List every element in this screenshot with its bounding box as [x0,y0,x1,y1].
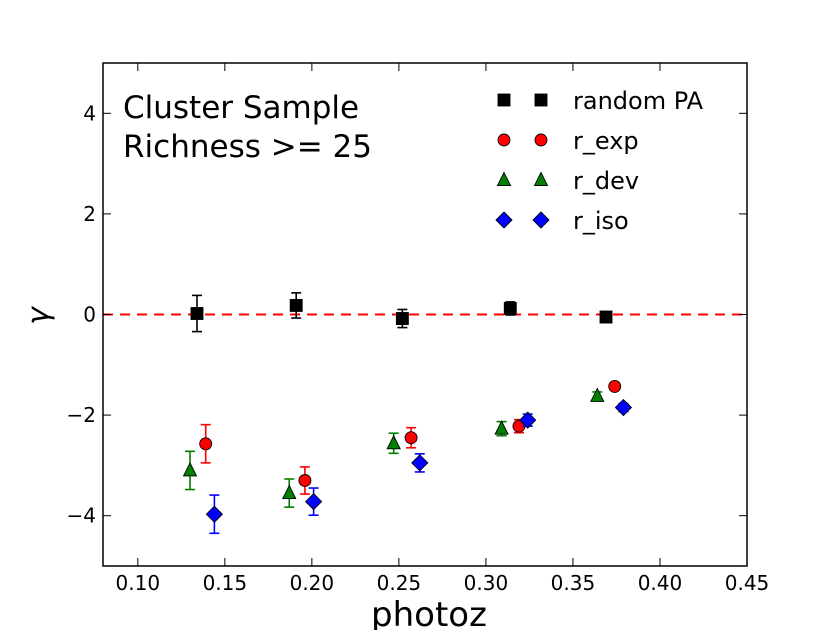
x-axis-title: photoz [371,595,487,630]
annotation-line-2: Richness >= 25 [123,129,372,165]
annotation-line-1: Cluster Sample [123,90,359,126]
data-point [205,505,224,523]
legend-marker [495,211,513,229]
data-point [411,454,429,472]
x-tick-label: 0.15 [203,571,248,595]
data-point [386,434,401,450]
data-point [519,411,537,429]
data-point [599,310,613,324]
y-tick-label: −4 [67,504,96,528]
legend-marker [534,133,548,147]
legend-marker [496,171,512,186]
x-tick-label: 0.45 [725,571,770,595]
legend-label: r_exp [573,127,639,155]
data-point [494,420,509,435]
y-tick-label: 4 [83,101,96,125]
plot-frame [102,62,748,567]
axis-ticks: 0.10 0.15 0.20 0.25 0.30 0.35 0.40 0.45 −4 −2 0 2 4 [67,63,770,595]
x-tick-label: 0.20 [290,571,335,595]
legend: random PA r_exp r_dev r_iso [495,87,704,235]
x-tick-label: 0.40 [638,571,683,595]
legend-marker [532,211,550,229]
data-point [304,492,323,511]
y-tick-label: 0 [83,303,96,327]
data-point [503,302,517,315]
x-tick-label: 0.35 [551,571,596,595]
legend-label: r_dev [573,167,639,195]
data-layer [182,292,633,535]
legend-marker [497,133,511,147]
legend-marker [533,171,549,186]
legend-marker [497,93,511,107]
data-point [190,307,204,320]
legend-label: random PA [573,87,704,115]
data-point [298,474,312,487]
legend-label: r_iso [573,207,629,235]
data-point [614,398,633,417]
x-tick-label: 0.30 [464,571,509,595]
y-tick-label: −2 [67,403,96,427]
data-point [404,431,418,445]
data-point [282,484,297,500]
legend-marker [534,93,548,107]
y-axis-title: γ [21,305,56,325]
y-tick-label: 2 [83,202,96,226]
series-r-dev [182,387,605,508]
series-r-exp [199,379,622,495]
data-point [608,379,622,393]
data-point [289,298,303,312]
data-point [395,312,409,325]
x-tick-label: 0.10 [116,571,161,595]
data-point [182,461,198,477]
data-point [590,387,605,402]
x-tick-label: 0.25 [377,571,422,595]
series-random-pa [190,292,613,333]
series-r-iso [205,398,633,535]
data-point [199,437,213,451]
